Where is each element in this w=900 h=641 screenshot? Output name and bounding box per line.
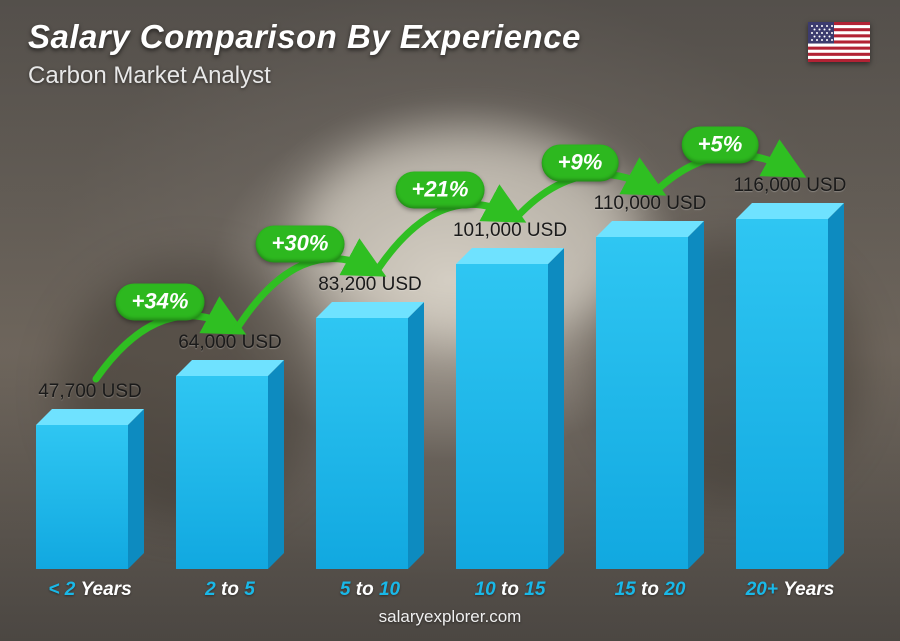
bar-slot: 101,000 USD10 to 15 <box>440 248 580 569</box>
bar-value-label: 110,000 USD <box>594 193 707 215</box>
bar-slot: 116,000 USD20+ Years <box>720 203 860 569</box>
bar-front <box>176 376 268 569</box>
pct-badge: +5% <box>682 127 759 164</box>
pct-badge: +30% <box>256 226 345 263</box>
x-axis-label: 15 to 20 <box>580 579 720 601</box>
bar <box>176 360 284 569</box>
bar <box>736 203 844 569</box>
bar-front <box>456 264 548 569</box>
bar-side <box>828 203 844 569</box>
us-flag-icon <box>808 22 870 62</box>
bar-side <box>128 409 144 569</box>
bar-front <box>736 219 828 569</box>
x-axis-label: < 2 Years <box>20 579 160 601</box>
bar-front <box>316 318 408 569</box>
bar-front <box>596 237 688 569</box>
bar-front <box>36 425 128 569</box>
bar <box>316 302 424 569</box>
pct-badge: +9% <box>542 145 619 182</box>
x-axis-label: 2 to 5 <box>160 579 300 601</box>
bar-side <box>408 302 424 569</box>
bar-slot: 83,200 USD5 to 10 <box>300 302 440 569</box>
bar <box>596 221 704 569</box>
x-axis-label: 20+ Years <box>720 579 860 601</box>
bar-value-label: 83,200 USD <box>318 274 422 296</box>
bar-value-label: 64,000 USD <box>178 332 282 354</box>
bar <box>36 409 144 569</box>
bar-slot: 64,000 USD2 to 5 <box>160 360 300 569</box>
bar-top <box>596 221 704 237</box>
x-axis-label: 5 to 10 <box>300 579 440 601</box>
page-title: Salary Comparison By Experience <box>28 18 872 56</box>
bar-slot: 110,000 USD15 to 20 <box>580 221 720 569</box>
x-axis-label: 10 to 15 <box>440 579 580 601</box>
header: Salary Comparison By Experience Carbon M… <box>28 18 872 90</box>
bar-top <box>736 203 844 219</box>
bar <box>456 248 564 569</box>
pct-badge: +34% <box>116 284 205 321</box>
bar-top <box>316 302 424 318</box>
bar-chart: 47,700 USD< 2 Years64,000 USD2 to 583,20… <box>20 109 860 569</box>
bar-top <box>456 248 564 264</box>
bar-side <box>268 360 284 569</box>
bar-slot: 47,700 USD< 2 Years <box>20 409 160 569</box>
bar-value-label: 47,700 USD <box>38 381 142 403</box>
bar-side <box>548 248 564 569</box>
bar-value-label: 101,000 USD <box>453 220 567 242</box>
bar-value-label: 116,000 USD <box>734 175 847 197</box>
bar-top <box>176 360 284 376</box>
bar-top <box>36 409 144 425</box>
page-subtitle: Carbon Market Analyst <box>28 62 872 90</box>
pct-badge: +21% <box>396 172 485 209</box>
bar-side <box>688 221 704 569</box>
footer-credit: salaryexplorer.com <box>0 607 900 627</box>
